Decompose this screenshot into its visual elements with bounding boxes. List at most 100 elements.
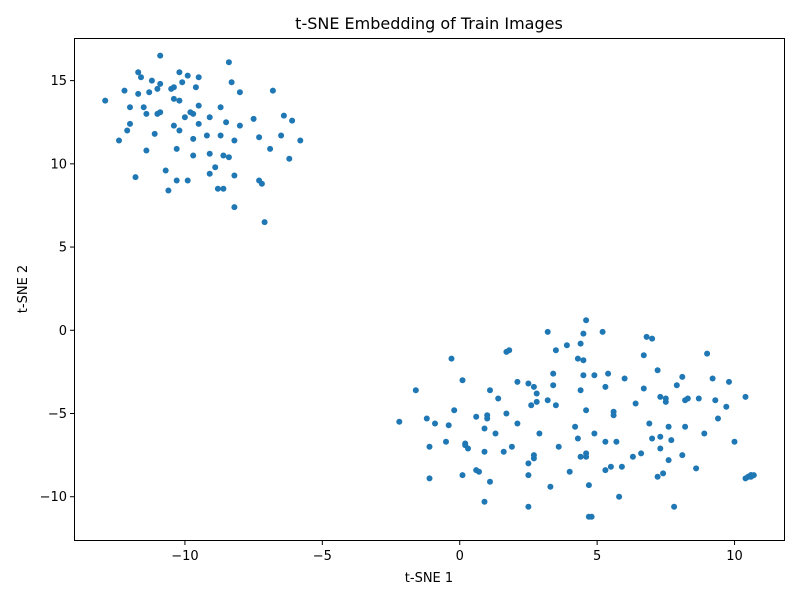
data-point	[552, 402, 559, 409]
data-point	[599, 328, 606, 335]
data-point	[649, 335, 656, 342]
data-point	[140, 104, 147, 111]
data-point	[673, 382, 680, 389]
data-point	[536, 430, 543, 437]
data-point	[583, 317, 590, 324]
data-point	[583, 453, 590, 460]
data-point	[525, 460, 532, 467]
data-point	[514, 378, 521, 385]
data-point	[173, 145, 180, 152]
x-tick-label: 5	[593, 549, 601, 564]
data-point	[552, 347, 559, 354]
data-point	[116, 137, 122, 144]
data-point	[503, 410, 510, 417]
data-point	[412, 387, 419, 394]
points-layer	[102, 52, 757, 520]
data-point	[530, 383, 537, 390]
data-point	[250, 115, 257, 122]
data-point	[151, 130, 158, 137]
data-point	[297, 137, 304, 144]
x-axis: −10 −5 0 5 10	[171, 540, 743, 564]
y-tick-label: −10	[40, 490, 67, 505]
chart-title: t-SNE Embedding of Train Images	[295, 14, 563, 33]
data-point	[602, 383, 609, 390]
data-point	[665, 423, 672, 430]
data-point	[533, 390, 540, 397]
data-point	[220, 152, 227, 159]
y-tick-label: 15	[50, 74, 67, 89]
data-point	[476, 468, 482, 475]
data-point	[580, 330, 587, 337]
data-point	[591, 430, 598, 437]
y-tick-label: 5	[59, 241, 67, 256]
data-point	[448, 355, 455, 362]
data-point	[236, 122, 243, 129]
data-point	[102, 97, 109, 104]
data-point	[638, 450, 645, 457]
data-point	[206, 114, 213, 121]
data-point	[506, 347, 513, 354]
data-point	[231, 172, 238, 179]
data-point	[195, 102, 202, 109]
data-point	[223, 119, 230, 126]
data-point	[258, 180, 265, 187]
data-point	[132, 174, 139, 181]
data-point	[525, 503, 532, 510]
data-point	[181, 114, 188, 121]
data-point	[679, 452, 686, 459]
x-tick-label: 0	[456, 549, 464, 564]
data-point	[550, 370, 557, 377]
data-point	[530, 455, 537, 462]
data-point	[492, 430, 499, 437]
data-point	[445, 422, 452, 429]
data-point	[190, 110, 197, 117]
data-point	[660, 470, 667, 477]
data-point	[731, 438, 738, 445]
data-point	[640, 385, 647, 392]
data-point	[267, 145, 274, 152]
data-point	[426, 443, 433, 450]
data-point	[701, 430, 708, 437]
data-point	[195, 74, 202, 81]
data-point	[715, 415, 721, 422]
y-tick-label: 10	[50, 157, 67, 172]
data-point	[525, 472, 532, 479]
data-point	[127, 120, 133, 127]
data-point	[176, 97, 183, 104]
data-point	[190, 135, 197, 142]
data-point	[286, 155, 293, 162]
data-point	[555, 443, 562, 450]
data-point	[484, 415, 491, 422]
data-point	[657, 445, 664, 452]
data-point	[577, 453, 584, 460]
data-point	[563, 342, 570, 349]
data-point	[426, 475, 433, 482]
data-point	[481, 448, 488, 455]
data-point	[459, 472, 466, 479]
y-tick-label: −5	[48, 407, 67, 422]
data-point	[654, 367, 661, 374]
data-point	[583, 407, 590, 414]
data-point	[206, 170, 213, 177]
data-point	[646, 420, 653, 427]
data-point	[269, 87, 276, 94]
data-point	[577, 340, 584, 347]
x-tick-label: −5	[313, 549, 332, 564]
data-point	[465, 445, 471, 452]
data-point	[665, 457, 672, 464]
data-point	[566, 468, 573, 475]
data-point	[607, 463, 614, 470]
data-point	[528, 402, 535, 409]
data-point	[162, 167, 169, 174]
data-point	[750, 472, 757, 479]
data-point	[544, 328, 551, 335]
data-point	[657, 433, 664, 440]
data-point	[618, 463, 625, 470]
data-point	[723, 403, 730, 410]
data-point	[176, 127, 183, 134]
data-point	[135, 90, 142, 97]
x-tick-label: 10	[726, 549, 743, 564]
data-point	[214, 185, 221, 192]
